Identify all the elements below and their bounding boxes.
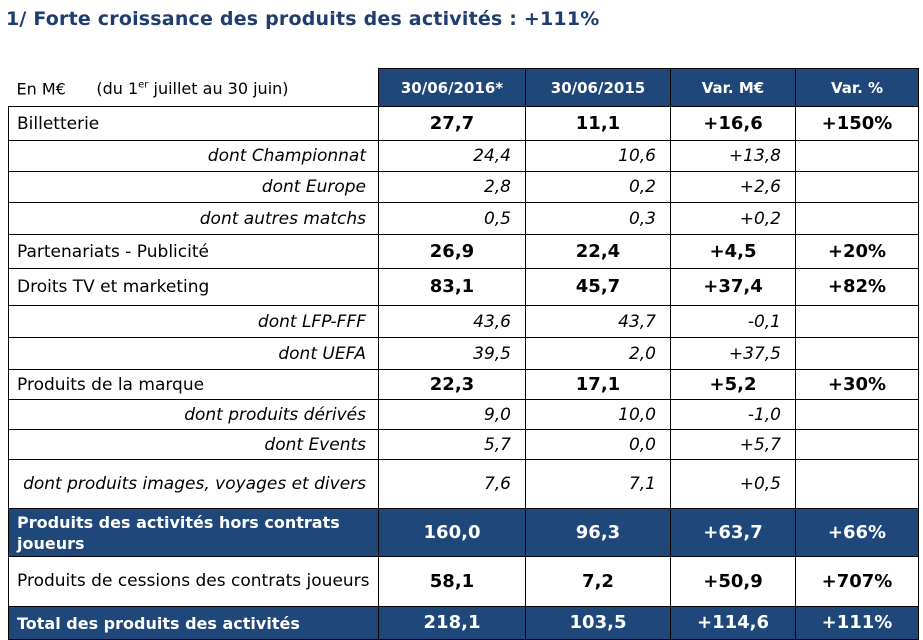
col-header-2016: 30/06/2016* (378, 68, 526, 107)
table-row: dont Europe 2,8 0,2 +2,6 (8, 171, 919, 203)
row-label: Partenariats - Publicité (8, 234, 379, 269)
value-2015: 17,1 (525, 369, 671, 400)
value-2015: 43,7 (525, 305, 671, 338)
unit-label: En M€ (du 1er juillet au 30 juin) (8, 68, 379, 107)
table-row: Billetterie 27,7 11,1 +16,6 +150% (8, 106, 919, 141)
var-pct (795, 140, 919, 172)
value-2015: 2,0 (525, 337, 671, 370)
row-label: dont autres matchs (8, 202, 379, 235)
header-row: En M€ (du 1er juillet au 30 juin) 30/06/… (8, 68, 919, 107)
var-pct: +111% (795, 606, 919, 640)
section-title: 1/ Forte croissance des produits des act… (6, 8, 600, 30)
var-meur: +114,6 (670, 606, 796, 640)
col-header-2015: 30/06/2015 (525, 68, 671, 107)
revenue-table: En M€ (du 1er juillet au 30 juin) 30/06/… (8, 68, 919, 640)
var-pct (795, 305, 919, 338)
value-2016: 0,5 (378, 202, 526, 235)
value-2016: 7,6 (378, 459, 526, 509)
var-pct (795, 202, 919, 235)
var-meur: +4,5 (670, 234, 796, 269)
var-pct (795, 459, 919, 509)
var-pct: +66% (795, 508, 919, 557)
table-row: dont LFP-FFF 43,6 43,7 -0,1 (8, 305, 919, 338)
var-pct (795, 171, 919, 203)
var-meur: +5,7 (670, 429, 796, 460)
value-2015: 0,2 (525, 171, 671, 203)
value-2016: 27,7 (378, 106, 526, 141)
value-2015: 22,4 (525, 234, 671, 269)
value-2016: 2,8 (378, 171, 526, 203)
row-label: dont LFP-FFF (8, 305, 379, 338)
value-2016: 43,6 (378, 305, 526, 338)
table-row: dont UEFA 39,5 2,0 +37,5 (8, 337, 919, 370)
value-2015: 10,0 (525, 399, 671, 430)
row-label: Billetterie (8, 106, 379, 141)
var-meur: +16,6 (670, 106, 796, 141)
value-2015: 7,1 (525, 459, 671, 509)
var-pct: +707% (795, 556, 919, 607)
var-meur: -1,0 (670, 399, 796, 430)
table-row: Produits des activités hors contrats jou… (8, 508, 919, 557)
row-label: dont Championnat (8, 140, 379, 172)
table-row: dont produits dérivés 9,0 10,0 -1,0 (8, 399, 919, 430)
var-meur: +5,2 (670, 369, 796, 400)
value-2015: 96,3 (525, 508, 671, 557)
var-meur: +13,8 (670, 140, 796, 172)
table-row: dont Events 5,7 0,0 +5,7 (8, 429, 919, 460)
col-header-var-meur: Var. M€ (670, 68, 796, 107)
value-2015: 10,6 (525, 140, 671, 172)
var-pct: +20% (795, 234, 919, 269)
table-row: dont autres matchs 0,5 0,3 +0,2 (8, 202, 919, 235)
row-label: Produits des activités hors contrats jou… (8, 508, 379, 557)
var-meur: +0,2 (670, 202, 796, 235)
table-row: dont produits images, voyages et divers 7… (8, 459, 919, 509)
var-meur: +37,4 (670, 268, 796, 306)
table-row: dont Championnat 24,4 10,6 +13,8 (8, 140, 919, 172)
var-pct: +82% (795, 268, 919, 306)
var-meur: +0,5 (670, 459, 796, 509)
var-meur: +37,5 (670, 337, 796, 370)
var-meur: -0,1 (670, 305, 796, 338)
row-label: dont Europe (8, 171, 379, 203)
value-2016: 39,5 (378, 337, 526, 370)
period-text: (du 1er juillet au 30 juin) (96, 78, 289, 98)
col-header-var-pct: Var. % (795, 68, 919, 107)
value-2016: 5,7 (378, 429, 526, 460)
value-2016: 24,4 (378, 140, 526, 172)
row-label: dont Events (8, 429, 379, 460)
table-row: Total des produits des activités 218,1 103… (8, 606, 919, 640)
value-2016: 22,3 (378, 369, 526, 400)
value-2016: 58,1 (378, 556, 526, 607)
var-pct (795, 399, 919, 430)
value-2015: 7,2 (525, 556, 671, 607)
table-row: Partenariats - Publicité 26,9 22,4 +4,5 +20% (8, 234, 919, 269)
unit-text: En M€ (16, 78, 66, 98)
value-2015: 11,1 (525, 106, 671, 141)
table-row: Produits de la marque 22,3 17,1 +5,2 +30% (8, 369, 919, 400)
var-pct (795, 337, 919, 370)
table-row: Produits de cessions des contrats joueur… (8, 556, 919, 607)
value-2016: 26,9 (378, 234, 526, 269)
row-label: dont UEFA (8, 337, 379, 370)
row-label: Produits de la marque (8, 369, 379, 400)
row-label: dont produits images, voyages et divers (8, 459, 379, 509)
row-label: Droits TV et marketing (8, 268, 379, 306)
value-2015: 0,3 (525, 202, 671, 235)
value-2016: 9,0 (378, 399, 526, 430)
var-meur: +63,7 (670, 508, 796, 557)
var-pct: +150% (795, 106, 919, 141)
row-label: Produits de cessions des contrats joueur… (8, 556, 379, 607)
table-row: Droits TV et marketing 83,1 45,7 +37,4 +82% (8, 268, 919, 306)
value-2015: 0,0 (525, 429, 671, 460)
var-pct: +30% (795, 369, 919, 400)
value-2016: 83,1 (378, 268, 526, 306)
var-pct (795, 429, 919, 460)
value-2016: 160,0 (378, 508, 526, 557)
row-label: dont produits dérivés (8, 399, 379, 430)
row-label: Total des produits des activités (8, 606, 379, 640)
var-meur: +50,9 (670, 556, 796, 607)
value-2015: 45,7 (525, 268, 671, 306)
var-meur: +2,6 (670, 171, 796, 203)
